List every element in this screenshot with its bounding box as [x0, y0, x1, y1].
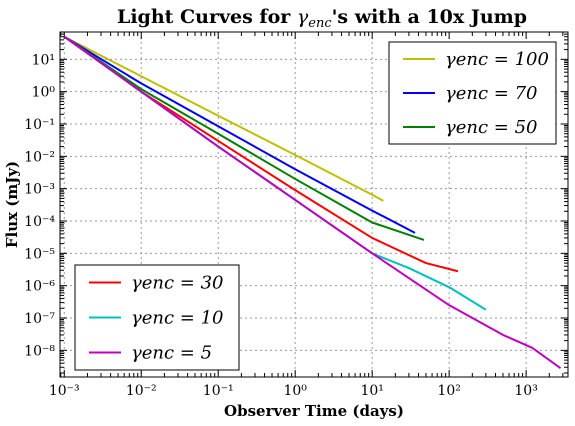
y-tick-label: 10⁻⁶	[24, 279, 55, 295]
y-tick-label: 10⁻³	[24, 182, 55, 198]
legend-upper-right: γenc = 100 γenc = 70 γenc = 50	[388, 41, 557, 145]
y-tick-label: 10⁻²	[24, 149, 55, 165]
y-tick-label: 10⁻¹	[24, 117, 55, 133]
y-axis-label: Flux (mJy)	[3, 161, 21, 248]
x-tick-label: 10¹	[360, 383, 383, 399]
y-tick-label: 10⁻⁷	[24, 311, 55, 327]
y-tick-label: 10⁻⁵	[24, 246, 55, 262]
series-line-2	[63, 35, 425, 241]
x-tick-label: 10²	[437, 383, 460, 399]
x-tick-label: 10³	[514, 383, 537, 399]
series-line-5	[63, 35, 562, 370]
legend-label: γenc = 10	[131, 308, 224, 329]
legend-label: γenc = 70	[445, 83, 538, 104]
axis-ticks: 10⁻³ 10⁻² 10⁻¹ 10⁰ 10¹ 10² 10³ 10⁻⁸ 10⁻⁷ 10⁻⁶ 10⁻⁵…	[24, 31, 568, 399]
legend-label: γenc = 30	[131, 273, 224, 294]
x-tick-label: 10⁻²	[126, 383, 157, 399]
y-tick-label: 10¹	[32, 52, 55, 68]
plot-frame	[59, 31, 569, 378]
legend-label: γenc = 100	[445, 49, 549, 70]
x-tick-label: 10⁻¹	[203, 383, 234, 399]
y-tick-label: 10⁻⁸	[24, 343, 55, 359]
series-line-1	[63, 35, 416, 234]
legend-lower-left: γenc = 30 γenc = 10 γenc = 5	[74, 264, 240, 371]
x-tick-label: 10⁰	[283, 383, 307, 399]
y-tick-label: 10⁰	[32, 85, 56, 101]
series-lines	[63, 35, 562, 370]
x-tick-label: 10⁻³	[49, 383, 80, 399]
series-line-0	[63, 35, 384, 202]
legend-label: γenc = 5	[131, 343, 212, 364]
y-tick-label: 10⁻⁴	[24, 214, 55, 230]
chart-title: Light Curves for γenc's with a 10x Jump	[117, 6, 527, 31]
legend-label: γenc = 50	[445, 117, 538, 138]
x-axis-label: Observer Time (days)	[224, 402, 404, 420]
